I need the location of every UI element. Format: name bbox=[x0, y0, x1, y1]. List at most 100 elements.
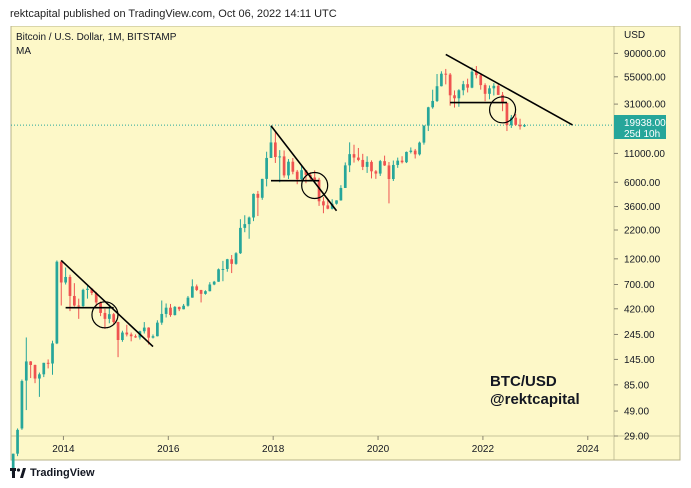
y-tick-label: 11000.00 bbox=[624, 149, 665, 160]
candle bbox=[343, 162, 347, 188]
candle bbox=[33, 364, 37, 384]
candle bbox=[440, 71, 443, 87]
candle bbox=[492, 83, 496, 96]
candle bbox=[239, 219, 242, 254]
candle bbox=[370, 160, 373, 179]
candle-body bbox=[313, 177, 317, 180]
x-tick-label: 2022 bbox=[472, 444, 495, 455]
candle bbox=[160, 300, 164, 325]
candle-body bbox=[444, 73, 448, 75]
candle bbox=[444, 68, 448, 85]
tradingview-logo[interactable]: TradingView bbox=[10, 466, 95, 480]
candle bbox=[252, 193, 255, 222]
candle-body bbox=[125, 332, 129, 335]
candle-body bbox=[33, 364, 37, 379]
candle bbox=[51, 340, 54, 375]
y-tick-label: 31000.00 bbox=[624, 100, 666, 111]
candle-body bbox=[103, 312, 107, 319]
candle bbox=[77, 298, 81, 319]
candle-body bbox=[391, 164, 395, 180]
candle-body bbox=[195, 286, 199, 290]
time-axis[interactable]: 2014 2016 2018 2020 2022 2024 bbox=[52, 436, 599, 455]
candle-body bbox=[11, 453, 15, 475]
candle bbox=[426, 106, 430, 132]
tradingview-logo-text: TradingView bbox=[30, 467, 95, 479]
x-tick-label: 2016 bbox=[157, 444, 180, 455]
candle-body bbox=[243, 224, 247, 228]
candle bbox=[230, 255, 234, 274]
candle-body bbox=[16, 429, 19, 454]
candle-body bbox=[68, 276, 72, 296]
candle bbox=[400, 156, 404, 164]
y-tick-label: 2200.00 bbox=[624, 225, 661, 236]
candle bbox=[269, 125, 273, 158]
candle bbox=[59, 260, 63, 306]
candle-body bbox=[396, 160, 400, 165]
candle-body bbox=[418, 142, 421, 155]
candle-body bbox=[475, 71, 478, 76]
candle-body bbox=[55, 261, 59, 344]
candle-body bbox=[208, 284, 212, 292]
candle bbox=[121, 330, 124, 342]
candle-body bbox=[453, 95, 456, 99]
candle bbox=[365, 156, 369, 173]
candle-body bbox=[199, 289, 203, 294]
candle-body bbox=[479, 75, 483, 86]
candle-body bbox=[107, 314, 111, 319]
candle bbox=[173, 306, 177, 316]
trendline bbox=[60, 259, 154, 348]
candle-body bbox=[461, 84, 465, 91]
candle-body bbox=[374, 171, 378, 174]
candle bbox=[518, 118, 522, 130]
y-tick-label: 49.00 bbox=[624, 407, 649, 418]
trendline bbox=[270, 125, 338, 212]
candle-body bbox=[409, 150, 413, 152]
x-tick-label: 2014 bbox=[52, 444, 75, 455]
publish-header: rektcapital published on TradingView.com… bbox=[0, 0, 691, 26]
candle bbox=[461, 80, 465, 96]
indicator-label[interactable]: MA bbox=[16, 46, 31, 57]
candle bbox=[287, 159, 290, 179]
candle-body bbox=[426, 107, 430, 126]
price-axis[interactable]: 90000.00 55000.00 31000.00 11000.00 6000.00 3… bbox=[614, 49, 666, 443]
candle bbox=[361, 153, 365, 171]
candle bbox=[300, 165, 303, 182]
candle-body bbox=[269, 142, 273, 158]
price-badge-countdown: 25d 10h bbox=[624, 129, 660, 140]
candle-body bbox=[326, 205, 330, 209]
candle-body bbox=[217, 269, 220, 282]
candle bbox=[501, 91, 504, 112]
candle-body bbox=[448, 74, 452, 96]
axis-currency-label: USD bbox=[624, 30, 645, 41]
candle-body bbox=[466, 84, 469, 88]
candles bbox=[11, 66, 526, 475]
candle bbox=[190, 279, 194, 298]
candle-body bbox=[287, 161, 290, 176]
price-badge-price: 19938.00 bbox=[624, 118, 666, 129]
candle-body bbox=[73, 295, 76, 306]
candle bbox=[81, 288, 85, 308]
price-chart[interactable]: USD 90000.00 55000.00 31000.00 11000.00 6000… bbox=[0, 26, 691, 488]
candle-body bbox=[413, 150, 417, 155]
candle bbox=[278, 150, 282, 183]
candle bbox=[112, 312, 116, 325]
candle bbox=[256, 190, 260, 217]
candle bbox=[234, 252, 238, 265]
candle-body bbox=[435, 86, 439, 101]
candle-body bbox=[186, 297, 190, 306]
candle-body bbox=[440, 73, 443, 87]
y-tick-label: 245.00 bbox=[624, 330, 655, 341]
candle-body bbox=[483, 85, 487, 94]
candle-body bbox=[20, 381, 24, 429]
y-tick-label: 700.00 bbox=[624, 280, 655, 291]
candle bbox=[322, 196, 325, 214]
candle bbox=[488, 85, 491, 100]
candle-body bbox=[470, 71, 474, 88]
candle-body bbox=[112, 314, 116, 323]
candle bbox=[86, 285, 89, 299]
candle bbox=[116, 321, 120, 358]
highlight-circle bbox=[301, 171, 329, 200]
tradingview-logo-icon bbox=[10, 468, 26, 478]
candle bbox=[129, 332, 133, 342]
candle-body bbox=[234, 253, 238, 264]
